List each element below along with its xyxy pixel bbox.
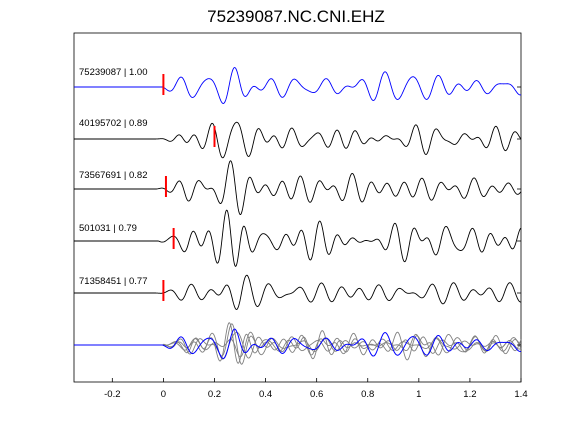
x-tick-label: 0 <box>161 389 166 400</box>
x-tick-label: 0.6 <box>310 389 323 400</box>
x-tick-label: 0.8 <box>361 389 374 400</box>
x-tick-label: 1.2 <box>463 389 476 400</box>
trace-line-40195702 <box>74 121 522 159</box>
x-tick-label: -0.2 <box>104 389 120 400</box>
trace-label-71358451: 71358451 | 0.77 <box>79 276 148 287</box>
x-tick-label: 1 <box>416 389 421 400</box>
trace-label-40195702: 40195702 | 0.89 <box>79 118 148 129</box>
traces-layer <box>74 67 522 365</box>
trace-line-75239087 <box>74 67 522 104</box>
stack-reference-trace <box>74 328 522 360</box>
x-tick-label: 1.4 <box>514 389 527 400</box>
trace-line-73567691 <box>74 160 522 215</box>
trace-line-501031 <box>74 209 522 267</box>
labels-layer: 75239087 | 1.00 40195702 | 0.89 73567691 |… <box>79 67 148 287</box>
x-tick-label: 0.2 <box>208 389 221 400</box>
trace-label-73567691: 73567691 | 0.82 <box>79 170 148 181</box>
plot-frame <box>73 32 522 383</box>
x-tick-label: 0.4 <box>259 389 272 400</box>
trace-line-71358451 <box>74 274 521 310</box>
trace-label-501031: 501031 | 0.79 <box>79 223 137 234</box>
chart-title: 75239087.NC.CNI.EHZ <box>207 7 385 26</box>
x-axis: -0.2 0 0.2 0.4 0.6 0.8 1 1.2 1.4 <box>104 86 528 400</box>
trace-label-75239087: 75239087 | 1.00 <box>79 67 148 78</box>
picks-layer <box>162 74 216 301</box>
